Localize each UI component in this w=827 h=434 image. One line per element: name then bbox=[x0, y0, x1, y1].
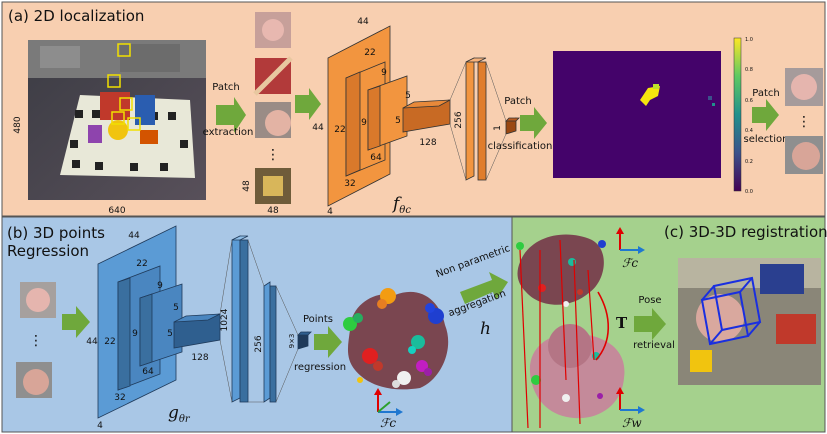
colorbar-tick-1.0: 1.0 bbox=[745, 37, 753, 43]
function-g-label: gθr bbox=[168, 403, 191, 425]
cnn-b-dim-9-side: 9 bbox=[132, 329, 138, 339]
cnn-b-dim-4: 4 bbox=[97, 421, 103, 431]
selected-patch-dots: ⋮ bbox=[797, 114, 811, 130]
patch-classification-arrow bbox=[520, 107, 547, 139]
cnn-f-connectors bbox=[449, 61, 507, 181]
frame-fw-label: ℱw bbox=[622, 416, 642, 430]
colorbar-tick-0.8: 0.8 bbox=[745, 67, 753, 73]
pose-retrieval-label-bottom: retrieval bbox=[633, 340, 675, 351]
cnn-b-dim-128: 128 bbox=[191, 353, 208, 363]
cnn-a-dim-4: 4 bbox=[327, 207, 333, 217]
cnn-b-dim-22-side: 22 bbox=[104, 337, 115, 347]
cnn-a-dim-64: 64 bbox=[370, 153, 382, 163]
colorbar-tick-0.0: 0.0 bbox=[745, 189, 753, 195]
cnn-b-dim-32: 32 bbox=[114, 393, 125, 403]
transform-symbol: T bbox=[616, 314, 628, 332]
pose-retrieval-arrow bbox=[634, 308, 666, 340]
scene-image bbox=[28, 40, 206, 200]
colorbar bbox=[733, 37, 742, 192]
cnn-a-dim-5-side: 5 bbox=[395, 116, 401, 126]
cnn-a-dim-32: 32 bbox=[344, 179, 355, 189]
colorbar-tick-0.4: 0.4 bbox=[745, 128, 753, 134]
patch-selection-arrow bbox=[752, 99, 779, 131]
cnn-b-dim-256: 256 bbox=[254, 335, 264, 352]
pose-retrieval-label-top: Pose bbox=[638, 295, 661, 306]
cnn-b-dim-9-top: 9 bbox=[157, 281, 163, 291]
points-regression-arrow bbox=[314, 326, 342, 358]
colorbar-tick-0.2: 0.2 bbox=[745, 159, 753, 165]
heatmap bbox=[553, 51, 721, 178]
colorbar-tick-0.6: 0.6 bbox=[745, 98, 753, 104]
cnn-a-dim-128: 128 bbox=[419, 138, 436, 148]
cnn-a-dim-256: 256 bbox=[454, 111, 464, 128]
cnn-b-dim-22-top: 22 bbox=[136, 259, 147, 269]
frame-fw-axes bbox=[616, 387, 645, 414]
patch-extraction-label-top: Patch bbox=[212, 82, 239, 93]
cnn-input-arrow bbox=[295, 88, 321, 120]
aggregation-symbol: h bbox=[480, 319, 491, 339]
cnn-a-dim-9-side: 9 bbox=[361, 118, 367, 128]
cnn-g-connectors bbox=[219, 239, 299, 403]
frame-fc-axes-c bbox=[616, 227, 645, 254]
patch-dots: ⋮ bbox=[266, 147, 280, 163]
cnn-a-dim-44-input: 44 bbox=[312, 123, 324, 133]
frame-fc-label-c: ℱc bbox=[622, 256, 638, 270]
panel-c: (c) 3D-3D registration bbox=[511, 216, 827, 433]
correspondence-lines bbox=[519, 239, 595, 429]
cnn-a-dim-5-top: 5 bbox=[405, 91, 411, 101]
transform-arc bbox=[595, 291, 609, 361]
cnn-b-dim-44-input: 44 bbox=[86, 337, 98, 347]
cnn-f bbox=[327, 25, 520, 207]
frame-fc-axes bbox=[374, 388, 403, 416]
patch-selection-label-bottom: selection bbox=[744, 134, 789, 145]
cnn-b-dim-5-top: 5 bbox=[173, 303, 179, 313]
cnn-b-dim-5-side: 5 bbox=[167, 329, 173, 339]
selected-patches bbox=[785, 68, 823, 174]
frame-fc-label-b: ℱc bbox=[380, 416, 396, 430]
points-regression-label-top: Points bbox=[303, 314, 333, 325]
aggregation-arrow bbox=[460, 272, 508, 304]
patch-size-side: 48 bbox=[242, 180, 252, 192]
panel-a: (a) 2D localization bbox=[1, 1, 826, 217]
cnn-a-dim-22-top: 22 bbox=[364, 48, 375, 58]
points-regression-label-bottom: regression bbox=[294, 362, 346, 373]
cnn-a-dim-9-top: 9 bbox=[381, 68, 387, 78]
panel-c-title: (c) 3D-3D registration bbox=[664, 223, 827, 241]
registration-result-image bbox=[678, 258, 821, 385]
cnn-a-dim-22-side: 22 bbox=[334, 125, 345, 135]
patch-classification-label-bottom: classification bbox=[488, 141, 553, 152]
image-width-label: 640 bbox=[108, 206, 125, 216]
input-patch-dots: ⋮ bbox=[29, 333, 43, 349]
patch-size-bottom: 48 bbox=[267, 206, 279, 216]
cnn-b-dim-64: 64 bbox=[142, 367, 154, 377]
cnn-b-input-arrow bbox=[62, 306, 90, 338]
cnn-b-dim-1024: 1024 bbox=[220, 308, 230, 331]
patch-thumbnails bbox=[253, 12, 293, 204]
point-cloud bbox=[343, 288, 449, 390]
patch-selection-label-top: Patch bbox=[752, 88, 779, 99]
patch-extraction-arrow bbox=[216, 97, 246, 133]
patch-extraction-label-bottom: extraction bbox=[203, 127, 254, 138]
panel-b-title-line1: (b) 3D points bbox=[7, 224, 105, 242]
cnn-b-dim-44-top: 44 bbox=[128, 231, 140, 241]
cnn-a-dim-1: 1 bbox=[493, 125, 503, 131]
patch-classification-label-top: Patch bbox=[504, 96, 531, 107]
input-patches bbox=[16, 282, 56, 398]
cnn-g bbox=[97, 225, 312, 419]
cnn-a-dim-44-top: 44 bbox=[357, 17, 369, 27]
panel-a-title: (a) 2D localization bbox=[8, 7, 144, 25]
panel-b-title-line2: Regression bbox=[7, 242, 89, 260]
cnn-b-dim-9x3: 9×3 bbox=[288, 334, 296, 349]
function-f-label: fθc bbox=[391, 194, 411, 216]
panel-b: (b) 3D points Regression ⋮ 44 bbox=[1, 216, 513, 433]
image-height-label: 480 bbox=[13, 116, 23, 133]
